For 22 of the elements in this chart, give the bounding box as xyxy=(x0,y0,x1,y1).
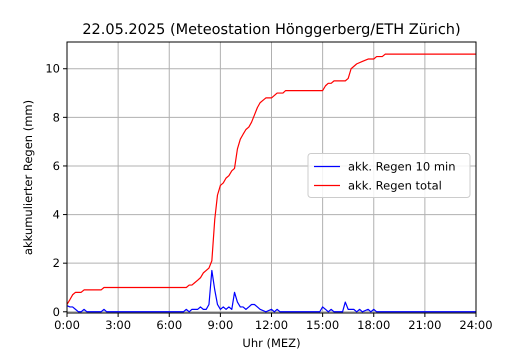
x-tick-label: 18:00 xyxy=(357,318,390,332)
y-axis-title: akkumulierter Regen (mm) xyxy=(21,100,35,256)
x-tick-label: 6:00 xyxy=(156,318,182,332)
y-tick-label: 8 xyxy=(52,110,60,124)
x-tick-label: 3:00 xyxy=(105,318,132,332)
x-tick-label: 24:00 xyxy=(459,318,493,332)
x-tick-label: 15:00 xyxy=(306,318,340,332)
legend-label: akk. Regen total xyxy=(348,178,442,192)
x-tick-label: 0:00 xyxy=(54,318,80,332)
x-tick-label: 21:00 xyxy=(408,318,442,332)
y-tick-label: 10 xyxy=(45,62,60,76)
x-tick-label: 12:00 xyxy=(254,318,288,332)
legend-label: akk. Regen 10 min xyxy=(348,160,456,174)
line-series xyxy=(66,54,477,306)
line-series xyxy=(66,270,477,312)
y-tick-label: 4 xyxy=(52,208,60,222)
y-tick-label: 6 xyxy=(52,158,60,173)
y-tick-label: 0 xyxy=(52,304,60,319)
x-axis-title: Uhr (MEZ) xyxy=(242,336,301,350)
x-tick-label: 9:00 xyxy=(207,318,234,332)
chart-title: 22.05.2025 (Meteostation Hönggerberg/ETH Zürich) xyxy=(82,22,461,38)
y-tick-label: 2 xyxy=(52,256,60,270)
